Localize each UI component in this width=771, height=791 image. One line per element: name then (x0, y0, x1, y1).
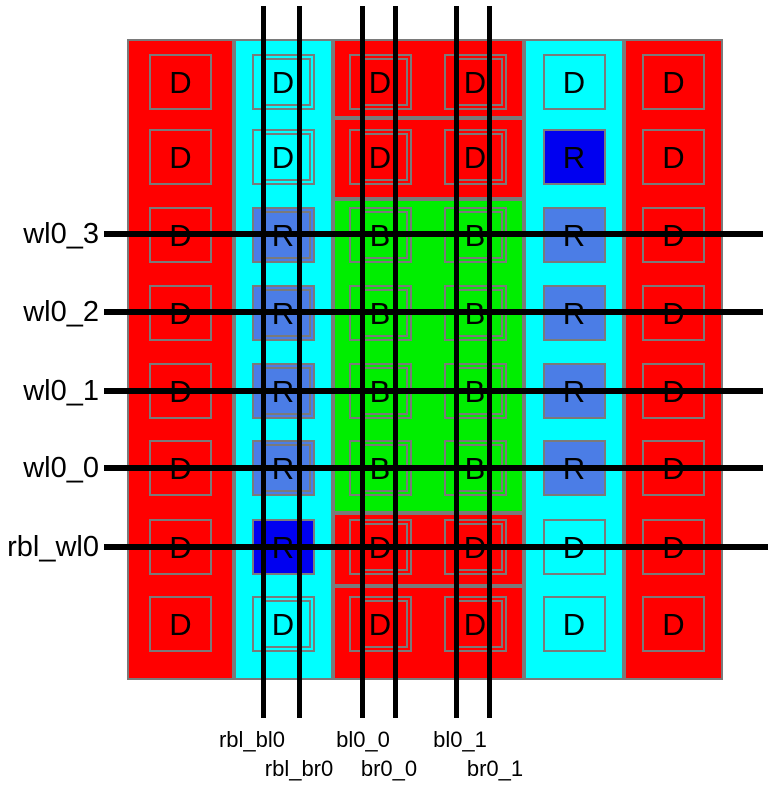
cell-r1-c3-D: D (348, 54, 412, 110)
cell-r8-c1-D: D (149, 596, 212, 652)
bitline-label-bl0_0: bl0_0 (336, 727, 390, 752)
cell-letter: D (463, 64, 487, 100)
cell-r8-c5-D: D (542, 596, 606, 652)
wordline-label-rbl_wl0: rbl_wl0 (7, 531, 99, 563)
wordline-wire-wl0_1 (104, 388, 763, 394)
cell-r2-c4-D: D (443, 129, 507, 185)
cell-letter: D (662, 139, 685, 175)
cell-r2-c5-R: R (542, 129, 606, 185)
bitline-label-rbl_br0: rbl_br0 (264, 756, 334, 781)
cell-r1-c4-D: D (443, 54, 507, 110)
cell-r8-c6-D: D (642, 596, 705, 652)
bitline-wire-rbl_br0 (297, 6, 302, 718)
cell-r2-c6-D: D (642, 129, 705, 185)
cell-r1-c6-D: D (642, 54, 705, 110)
bitline-wire-br0_0 (393, 6, 398, 718)
cell-letter: D (368, 606, 392, 642)
cell-letter: D (271, 606, 295, 642)
cell-letter: D (662, 606, 685, 642)
cell-letter: D (169, 606, 192, 642)
cell-r1-c5-D: D (542, 54, 606, 110)
cell-letter: D (562, 64, 586, 100)
wordline-wire-wl0_0 (104, 465, 763, 471)
bitline-wire-bl0_0 (360, 6, 365, 718)
bitline-label-br0_1: br0_1 (466, 756, 524, 781)
cell-letter: D (368, 64, 392, 100)
wordline-label-wl0_3: wl0_3 (23, 218, 99, 250)
cell-letter: D (562, 606, 586, 642)
cell-letter: D (463, 139, 487, 175)
cell-r2-c1-D: D (149, 129, 212, 185)
wordline-label-wl0_2: wl0_2 (23, 296, 99, 328)
cell-letter: D (662, 64, 685, 100)
wordline-wire-wl0_3 (104, 231, 763, 237)
cell-letter: D (271, 139, 295, 175)
bitline-wire-rbl_bl0 (261, 6, 266, 718)
wordline-wire-wl0_2 (104, 309, 763, 315)
bitline-label-br0_0: br0_0 (360, 756, 418, 781)
wordline-wire-rbl_wl0 (104, 544, 768, 550)
bitline-wire-bl0_1 (454, 6, 459, 718)
cell-r8-c4-D: D (443, 596, 507, 652)
cell-letter: R (562, 139, 586, 175)
bitline-wire-br0_1 (487, 6, 492, 718)
cell-letter: D (169, 139, 192, 175)
cell-r1-c1-D: D (149, 54, 212, 110)
wordline-label-wl0_0: wl0_0 (23, 452, 99, 484)
cell-letter: D (169, 64, 192, 100)
cell-r8-c3-D: D (348, 596, 412, 652)
cell-letter: D (271, 64, 295, 100)
bitline-label-rbl_bl0: rbl_bl0 (218, 727, 286, 752)
bitline-label-bl0_1: bl0_1 (433, 727, 487, 752)
cell-letter: D (463, 606, 487, 642)
cell-r8-c2-D: D (251, 596, 315, 652)
cell-letter: D (368, 139, 392, 175)
cell-r2-c3-D: D (348, 129, 412, 185)
wordline-label-wl0_1: wl0_1 (23, 375, 99, 407)
